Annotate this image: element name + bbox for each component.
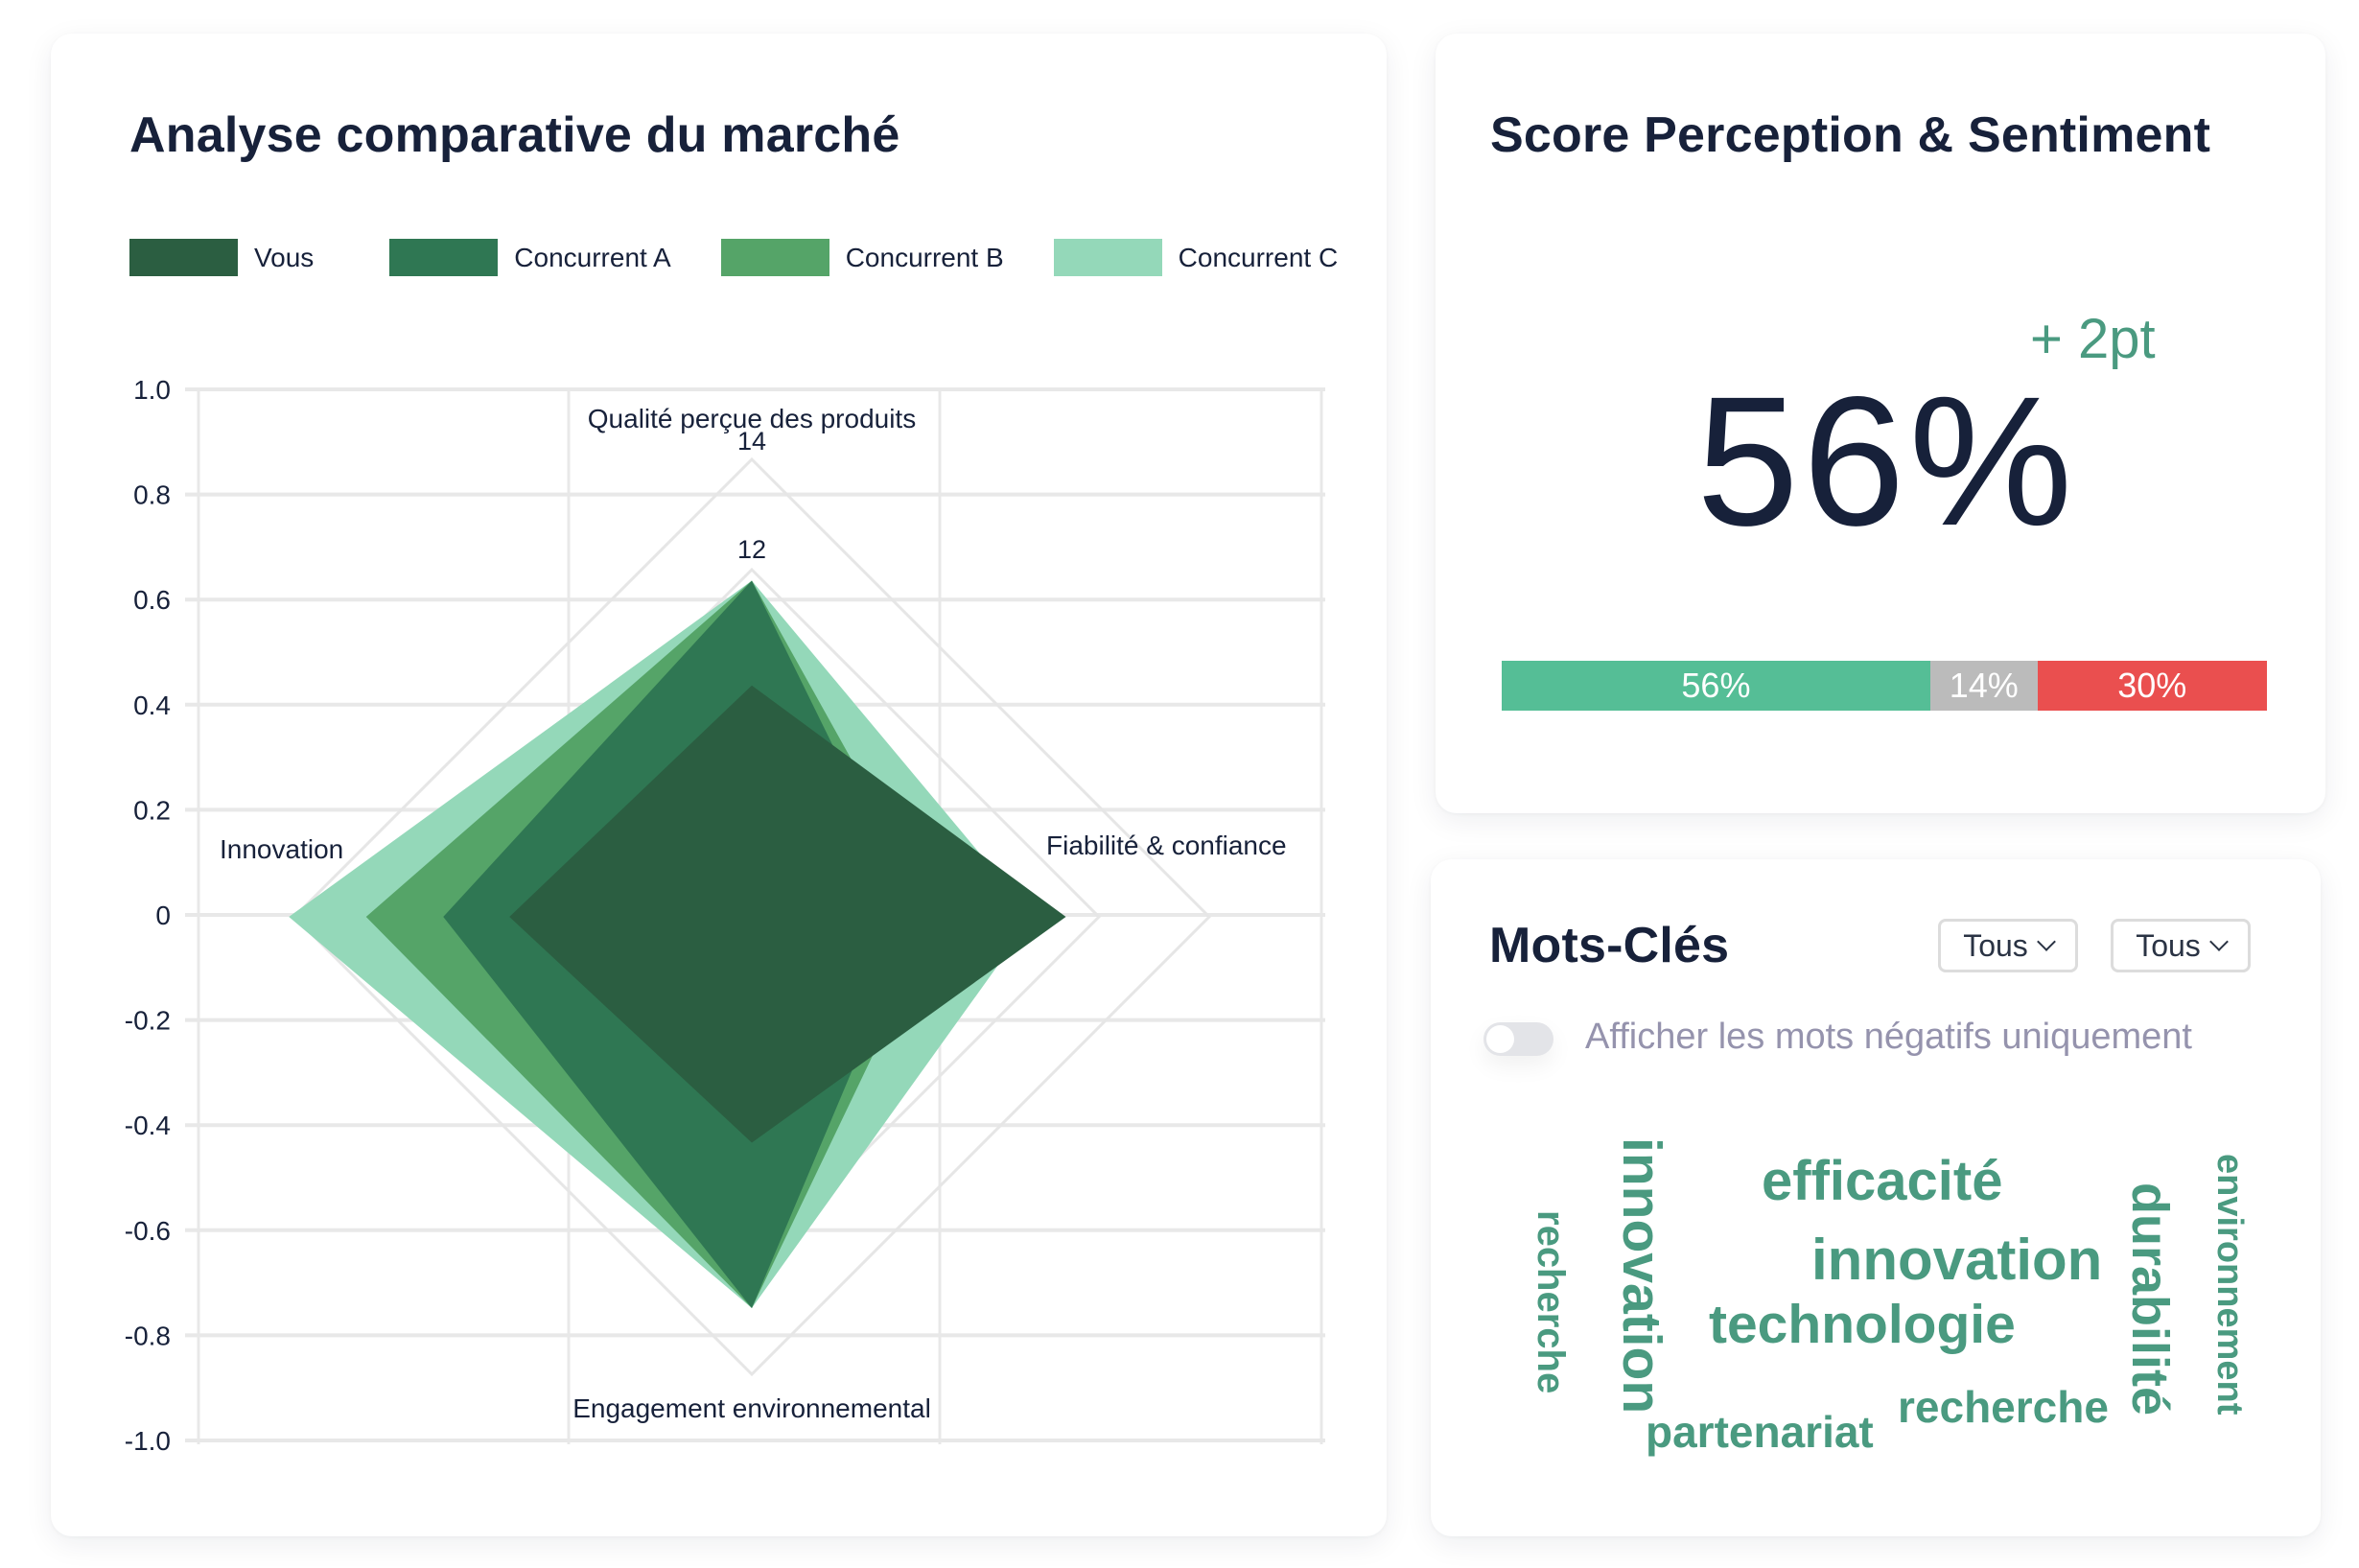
market-comparison-card: Analyse comparative du marché Vous Concu… <box>51 34 1387 1536</box>
legend-item-concurrent-b[interactable]: Concurrent B <box>720 239 1004 276</box>
legend-item-vous[interactable]: Vous <box>129 239 314 276</box>
y-axis-ticks: 1.0 0.8 0.6 0.4 0.2 0 -0.2 -0.4 -0.6 -0.8 -1.0 <box>125 375 171 1456</box>
legend-swatch-concurrent-b <box>720 239 829 276</box>
keyword-partenariat[interactable]: partenariat <box>1646 1407 1874 1457</box>
legend-swatch-vous <box>129 239 238 276</box>
keywords-title: Mots-Clés <box>1489 918 1730 973</box>
score-title: Score Perception & Sentiment <box>1490 107 2211 163</box>
negative-label: 30% <box>2117 666 2187 705</box>
radar-series <box>289 580 1066 1308</box>
keyword-environnement[interactable]: environnement <box>2209 1154 2250 1416</box>
chart-legend: Vous Concurrent A Concurrent B Concurren… <box>129 239 1388 276</box>
legend-swatch-concurrent-c <box>1053 239 1162 276</box>
svg-text:Fiabilité & confiance: Fiabilité & confiance <box>1046 831 1287 860</box>
keyword-technologie[interactable]: technologie <box>1709 1294 2016 1355</box>
legend-item-concurrent-c[interactable]: Concurrent C <box>1053 239 1339 276</box>
legend-swatch-concurrent-a <box>389 239 499 276</box>
keyword-efficacite[interactable]: efficacité <box>1762 1150 2003 1212</box>
legend-label: Vous <box>254 242 315 272</box>
score-delta: + 2pt <box>2030 308 2156 370</box>
sentiment-score-card: Score Perception & Sentiment + 2pt 56% 5… <box>1436 34 2325 813</box>
svg-text:Engagement environnemental: Engagement environnemental <box>572 1393 931 1423</box>
svg-text:0.6: 0.6 <box>133 585 171 615</box>
legend-item-concurrent-a[interactable]: Concurrent A <box>389 239 671 276</box>
legend-label: Concurrent B <box>845 242 1004 272</box>
radar-axis-labels: Qualité perçue des produits Fiabilité & c… <box>220 404 1287 1423</box>
svg-text:14: 14 <box>737 427 766 456</box>
neutral-label: 14% <box>1949 666 2019 705</box>
svg-text:-0.6: -0.6 <box>125 1216 171 1246</box>
chevron-down-icon <box>2036 932 2056 951</box>
svg-text:Innovation: Innovation <box>220 834 343 864</box>
positive-label: 56% <box>1681 666 1751 705</box>
legend-label: Concurrent C <box>1178 242 1339 272</box>
neutral-segment: 14% <box>1929 661 2038 711</box>
keyword-durabilite[interactable]: durabilité <box>2121 1182 2179 1416</box>
filter-dropdown-1[interactable]: Tous <box>1938 919 2078 972</box>
keyword-innovation-vertical[interactable]: innovation <box>1611 1137 1672 1415</box>
svg-text:-1.0: -1.0 <box>125 1426 171 1456</box>
negative-words-toggle-label: Afficher les mots négatifs uniquement <box>1585 1017 2192 1057</box>
svg-text:0: 0 <box>155 901 171 930</box>
filter-dropdown-1-value: Tous <box>1963 927 2028 963</box>
score-value: 56% <box>1696 358 2077 564</box>
toggle-knob <box>1486 1025 1514 1053</box>
legend-label: Concurrent A <box>514 242 671 272</box>
keywords-card: Mots-Clés Tous Tous Afficher les mots né… <box>1431 859 2321 1536</box>
svg-text:Qualité perçue des produits: Qualité perçue des produits <box>588 404 916 433</box>
svg-text:-0.8: -0.8 <box>125 1321 171 1350</box>
svg-text:0.8: 0.8 <box>133 480 171 510</box>
sentiment-bar: 56% 14% 30% <box>1502 661 2267 711</box>
negative-words-toggle[interactable] <box>1483 1022 1553 1056</box>
keyword-recherche-vertical[interactable]: recherche <box>1530 1210 1572 1394</box>
negative-segment: 30% <box>2037 661 2267 711</box>
svg-text:12: 12 <box>737 535 766 564</box>
svg-text:0.2: 0.2 <box>133 795 171 825</box>
svg-text:1.0: 1.0 <box>133 375 171 405</box>
chevron-down-icon <box>2208 932 2229 951</box>
radar-chart: 1.0 0.8 0.6 0.4 0.2 0 -0.2 -0.4 -0.6 -0.8 -1.0 14 1… <box>125 375 1325 1456</box>
svg-text:-0.4: -0.4 <box>125 1111 171 1140</box>
market-title: Analyse comparative du marché <box>129 107 900 163</box>
svg-text:0.4: 0.4 <box>133 690 171 720</box>
filter-dropdown-2-value: Tous <box>2136 927 2201 963</box>
keyword-recherche[interactable]: recherche <box>1898 1382 2109 1432</box>
svg-text:-0.2: -0.2 <box>125 1006 171 1036</box>
filter-dropdown-2[interactable]: Tous <box>2111 919 2251 972</box>
positive-segment: 56% <box>1502 661 1930 711</box>
keyword-innovation[interactable]: innovation <box>1811 1228 2103 1292</box>
